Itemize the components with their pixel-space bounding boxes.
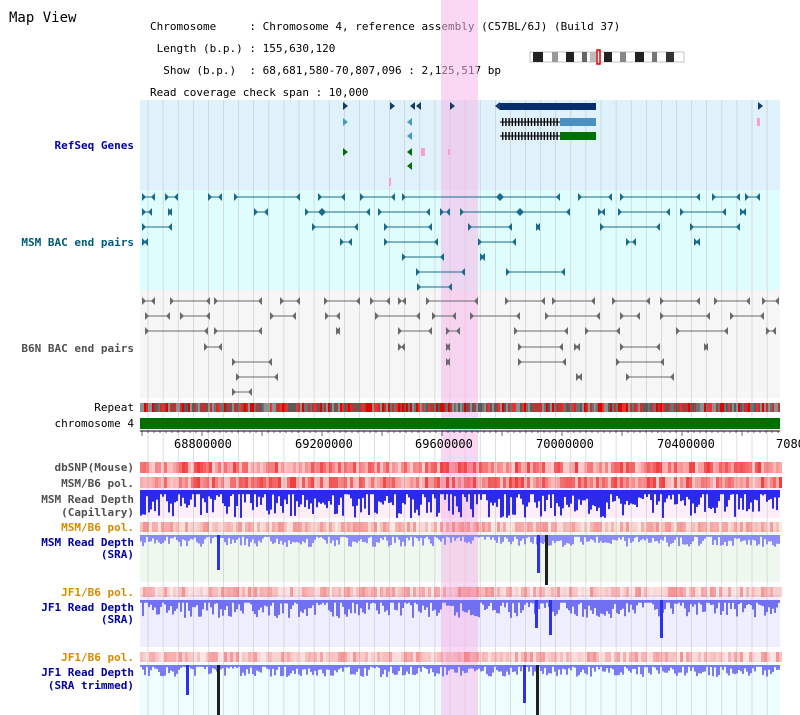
jf1-b6-pol-trim-label: JF1/B6 pol. <box>61 651 134 664</box>
info-line-length: Length (b.p.) : 155,630,120 <box>150 42 336 55</box>
read-depth-tracks[interactable] <box>140 490 780 715</box>
axis-tick-label: 69200000 <box>295 437 353 451</box>
refseq-gene-1 <box>500 103 560 110</box>
msm-read-depth-capillary-label: MSM Read Depth <box>41 493 134 506</box>
jf1-read-depth-sra-sub: (SRA) <box>100 613 134 626</box>
chromosome-info: Chromosome : Chromosome 4, reference ass… <box>150 10 620 109</box>
info-line-coverage-span: Read coverage check span : 10,000 <box>150 86 369 99</box>
refseq-gene-3 <box>560 132 596 140</box>
refseq-genes-label: RefSeq Genes <box>54 139 134 152</box>
polymorphism-heat-tracks[interactable] <box>140 462 782 662</box>
chromosome-label: chromosome 4 <box>54 417 134 430</box>
axis-tick-label: 7080 <box>776 437 800 451</box>
msm-bac-label: MSM BAC end pairs <box>21 236 134 249</box>
ideogram-position-marker <box>596 49 601 65</box>
axis-tick-label: 68800000 <box>174 437 232 451</box>
chromosome-bar[interactable] <box>140 418 780 429</box>
axis-tick-label: 70400000 <box>657 437 715 451</box>
msm-b6-pol-label: MSM/B6 pol. <box>61 477 134 490</box>
jf1-read-depth-trim-label: JF1 Read Depth <box>41 666 134 679</box>
axis-tick-label: 69600000 <box>415 437 473 451</box>
jf1-read-depth-trim-sub: (SRA trimmed) <box>47 679 134 692</box>
dbsnp-label: dbSNP(Mouse) <box>54 461 134 474</box>
page-title: Map View <box>9 10 77 26</box>
msm-bac-features[interactable] <box>142 193 760 291</box>
axis-tick-labels: 68800000 69200000 69600000 70000000 7040… <box>174 437 800 451</box>
repeat-label: Repeat <box>94 401 134 414</box>
b6n-bac-features[interactable] <box>142 297 779 396</box>
axis-tick-label: 70000000 <box>536 437 594 451</box>
coordinate-axis <box>140 430 780 436</box>
msm-b6-pol-sra-label: MSM/B6 pol. <box>61 521 134 534</box>
exon-ticks <box>502 118 558 140</box>
refseq-gene-models[interactable] <box>343 102 763 186</box>
msm-read-depth-sra-sub: (SRA) <box>100 548 134 561</box>
msm-read-depth-capillary-sub: (Capillary) <box>61 506 134 519</box>
repeat-track[interactable] <box>140 403 780 412</box>
jf1-b6-pol-label: JF1/B6 pol. <box>61 586 134 599</box>
chromosome-ideogram[interactable] <box>529 49 685 65</box>
msm-read-depth-sra-label: MSM Read Depth <box>41 536 134 549</box>
b6n-bac-label: B6N BAC end pairs <box>21 342 134 355</box>
refseq-gene-2 <box>560 118 596 126</box>
jf1-read-depth-sra-label: JF1 Read Depth <box>41 601 134 614</box>
